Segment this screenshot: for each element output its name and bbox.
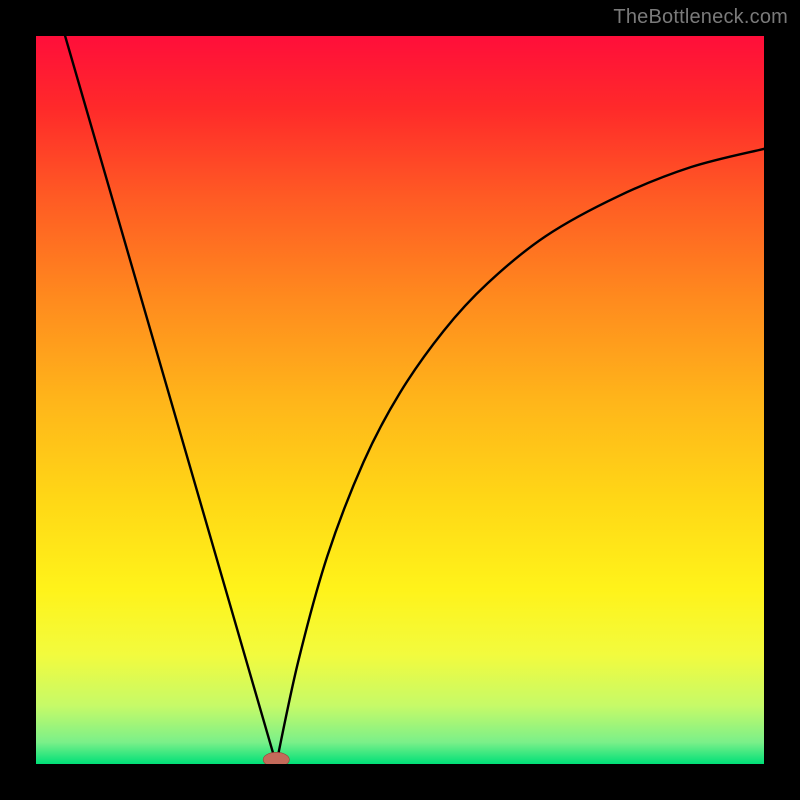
plot-area [36,36,764,764]
plot-svg [36,36,764,764]
chart-container: { "watermark_text": "TheBottleneck.com",… [0,0,800,800]
gradient-background [36,36,764,764]
minimum-marker [263,752,289,764]
watermark-text: TheBottleneck.com [613,6,788,29]
